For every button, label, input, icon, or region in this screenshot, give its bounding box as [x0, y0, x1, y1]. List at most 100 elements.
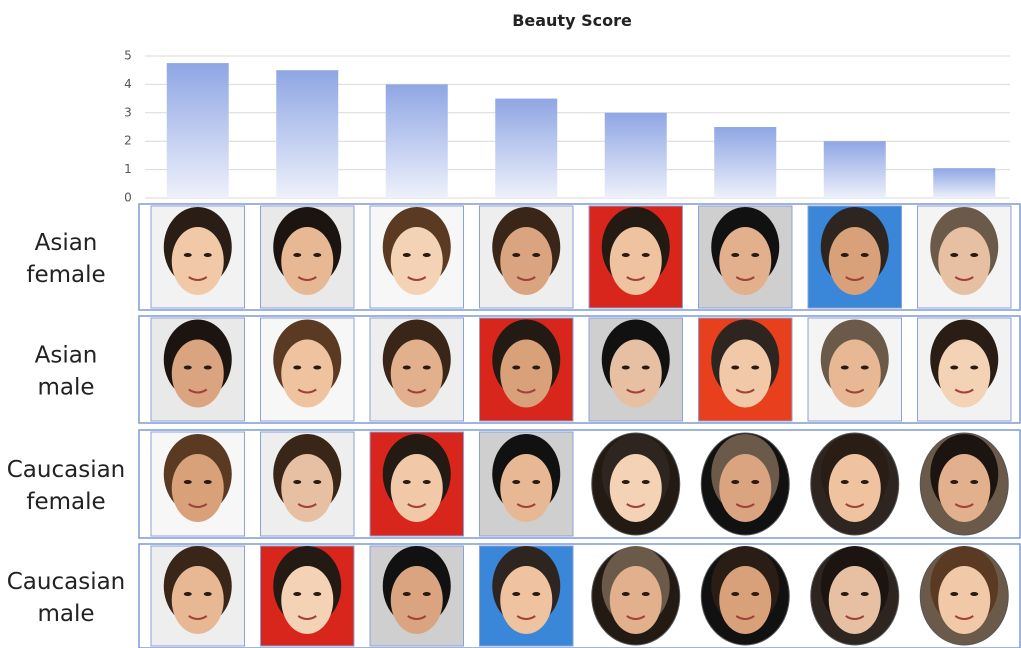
- row-label-line: Caucasian: [7, 457, 126, 483]
- row-label-line: Asian: [35, 230, 98, 256]
- face: [829, 227, 881, 295]
- face: [281, 454, 333, 522]
- face-photo: [699, 206, 793, 308]
- face-photo: [701, 546, 789, 645]
- row-label-line: Asian: [35, 343, 98, 369]
- eye: [622, 592, 630, 596]
- face-photo: [261, 546, 355, 646]
- eye: [403, 366, 411, 370]
- eye: [184, 253, 192, 257]
- eye: [293, 592, 301, 596]
- face: [610, 454, 662, 522]
- eye: [622, 253, 630, 257]
- face: [610, 227, 662, 295]
- eye: [204, 253, 212, 257]
- eye: [423, 592, 431, 596]
- eye: [204, 366, 212, 370]
- row-label-line: male: [37, 601, 94, 627]
- bar: [824, 141, 886, 198]
- bar: [276, 70, 338, 198]
- face: [829, 340, 881, 408]
- face: [610, 340, 662, 408]
- bar: [933, 168, 995, 198]
- face: [719, 566, 771, 634]
- figure: Beauty Score 012345AsianfemaleAsianmaleC…: [0, 0, 1021, 648]
- eye: [970, 366, 978, 370]
- eye: [950, 253, 958, 257]
- eye: [751, 592, 759, 596]
- eye: [970, 253, 978, 257]
- eye: [293, 480, 301, 484]
- face: [829, 566, 881, 634]
- row-label-line: Caucasian: [7, 569, 126, 595]
- face: [391, 227, 443, 295]
- y-tick-label: 3: [124, 105, 132, 119]
- face: [391, 454, 443, 522]
- face: [829, 454, 881, 522]
- row-label-line: male: [37, 375, 94, 401]
- eye: [861, 592, 869, 596]
- eye: [950, 592, 958, 596]
- eye: [731, 592, 739, 596]
- face: [391, 340, 443, 408]
- face: [938, 227, 990, 295]
- face-photo: [811, 433, 899, 535]
- bar: [714, 127, 776, 198]
- eye: [313, 253, 321, 257]
- face-photo: [920, 433, 1008, 535]
- face-photo: [918, 318, 1012, 421]
- face: [610, 566, 662, 634]
- row-label: Asian male: [35, 343, 98, 401]
- face-photo: [370, 318, 464, 421]
- chart-title: Beauty Score: [512, 11, 632, 30]
- eye: [861, 480, 869, 484]
- face-photo: [808, 206, 902, 308]
- eye: [861, 366, 869, 370]
- face: [172, 454, 224, 522]
- face-photo: [480, 206, 574, 308]
- face: [500, 566, 552, 634]
- eye: [950, 480, 958, 484]
- row-label: Caucasian male: [7, 569, 126, 627]
- eye: [403, 592, 411, 596]
- eye: [532, 480, 540, 484]
- eye: [532, 366, 540, 370]
- eye: [622, 480, 630, 484]
- eye: [532, 253, 540, 257]
- bar: [605, 113, 667, 198]
- face: [938, 566, 990, 634]
- y-tick-label: 2: [124, 134, 132, 148]
- face: [938, 340, 990, 408]
- y-tick-label: 4: [124, 77, 132, 91]
- face-photo: [480, 318, 574, 421]
- eye: [532, 592, 540, 596]
- eye: [950, 366, 958, 370]
- eye: [423, 480, 431, 484]
- eye: [731, 480, 739, 484]
- face-photo: [151, 318, 245, 421]
- face-photo: [589, 318, 683, 421]
- face-photo: [261, 432, 355, 536]
- eye: [512, 592, 520, 596]
- face: [172, 340, 224, 408]
- eye: [423, 253, 431, 257]
- face-photo: [920, 546, 1008, 645]
- face-photo: [480, 546, 574, 646]
- eye: [512, 253, 520, 257]
- face-photo: [592, 433, 680, 535]
- face: [281, 566, 333, 634]
- eye: [293, 253, 301, 257]
- face: [719, 340, 771, 408]
- eye: [841, 366, 849, 370]
- eye: [184, 480, 192, 484]
- eye: [751, 366, 759, 370]
- face-photo: [151, 546, 245, 646]
- eye: [622, 366, 630, 370]
- face: [172, 227, 224, 295]
- face: [281, 340, 333, 408]
- face-photo: [370, 432, 464, 536]
- y-tick-label: 1: [124, 162, 132, 176]
- eye: [841, 253, 849, 257]
- face-photo: [589, 206, 683, 308]
- face-photo: [370, 206, 464, 308]
